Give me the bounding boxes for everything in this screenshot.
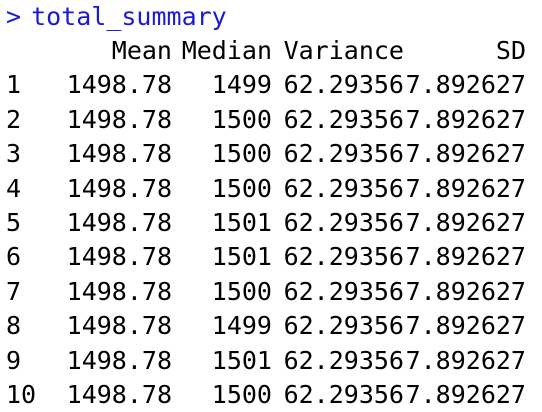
cell-variance: 62.29356	[283, 242, 404, 272]
table-row: 7 1498.78 1500 62.29356 7.892627	[6, 275, 526, 309]
table-row: 2 1498.78 1500 62.29356 7.892627	[6, 103, 526, 137]
cell-sd: 7.892627	[405, 311, 526, 341]
row-index: 6	[6, 242, 22, 272]
cell-sd: 7.892627	[405, 380, 526, 410]
row-index: 9	[6, 345, 22, 375]
row-index: 8	[6, 311, 22, 341]
cell-median: 1500	[211, 380, 272, 410]
table-row: 10 1498.78 1500 62.29356 7.892627	[6, 378, 526, 412]
cell-median: 1500	[211, 276, 272, 306]
cell-variance: 62.29356	[283, 311, 404, 341]
cell-mean: 1498.78	[66, 345, 172, 375]
cell-mean: 1498.78	[66, 104, 172, 134]
cell-mean: 1498.78	[66, 173, 172, 203]
row-index: 1	[6, 70, 22, 100]
table-row: 8 1498.78 1499 62.29356 7.892627	[6, 309, 526, 343]
cell-sd: 7.892627	[405, 173, 526, 203]
header-variance: Variance	[283, 36, 404, 65]
row-index: 4	[6, 173, 22, 203]
cell-sd: 7.892627	[405, 345, 526, 375]
table-row: 9 1498.78 1501 62.29356 7.892627	[6, 344, 526, 378]
cell-median: 1500	[211, 139, 272, 169]
cell-mean: 1498.78	[66, 208, 172, 238]
table-row: 4 1498.78 1500 62.29356 7.892627	[6, 172, 526, 206]
cell-mean: 1498.78	[66, 276, 172, 306]
cell-mean: 1498.78	[66, 242, 172, 272]
cell-variance: 62.29356	[283, 139, 404, 169]
prompt-symbol: >	[6, 2, 22, 31]
command-text: total_summary	[31, 2, 227, 31]
table-row: 6 1498.78 1501 62.29356 7.892627	[6, 240, 526, 274]
cell-median: 1501	[211, 242, 272, 272]
cell-median: 1501	[211, 345, 272, 375]
cell-sd: 7.892627	[405, 70, 526, 100]
header-median: Median	[181, 36, 272, 65]
cell-mean: 1498.78	[66, 380, 172, 410]
table-row: 3 1498.78 1500 62.29356 7.892627	[6, 137, 526, 171]
summary-output-table: Mean Median Variance SD 1 1498.78 1499 6…	[6, 34, 526, 412]
cell-sd: 7.892627	[405, 208, 526, 238]
cell-variance: 62.29356	[283, 208, 404, 238]
cell-sd: 7.892627	[405, 104, 526, 134]
cell-variance: 62.29356	[283, 345, 404, 375]
cell-median: 1501	[211, 208, 272, 238]
cell-sd: 7.892627	[405, 139, 526, 169]
cell-median: 1499	[211, 311, 272, 341]
row-index: 10	[6, 380, 37, 410]
command-line: > total_summary	[6, 0, 536, 34]
header-mean: Mean	[111, 36, 172, 65]
cell-mean: 1498.78	[66, 311, 172, 341]
cell-variance: 62.29356	[283, 276, 404, 306]
cell-variance: 62.29356	[283, 380, 404, 410]
row-index: 5	[6, 208, 22, 238]
cell-mean: 1498.78	[66, 70, 172, 100]
cell-median: 1499	[211, 70, 272, 100]
cell-sd: 7.892627	[405, 242, 526, 272]
row-index: 7	[6, 276, 22, 306]
header-index	[6, 34, 52, 68]
cell-variance: 62.29356	[283, 70, 404, 100]
table-row: 5 1498.78 1501 62.29356 7.892627	[6, 206, 526, 240]
cell-median: 1500	[211, 173, 272, 203]
row-index: 2	[6, 104, 22, 134]
cell-mean: 1498.78	[66, 139, 172, 169]
cell-variance: 62.29356	[283, 173, 404, 203]
table-row: 1 1498.78 1499 62.29356 7.892627	[6, 68, 526, 102]
r-console: > total_summary Mean Median Variance SD 1…	[6, 0, 536, 412]
cell-variance: 62.29356	[283, 104, 404, 134]
header-row: Mean Median Variance SD	[6, 34, 526, 68]
header-sd: SD	[495, 36, 526, 65]
cell-sd: 7.892627	[405, 276, 526, 306]
cell-median: 1500	[211, 104, 272, 134]
row-index: 3	[6, 139, 22, 169]
